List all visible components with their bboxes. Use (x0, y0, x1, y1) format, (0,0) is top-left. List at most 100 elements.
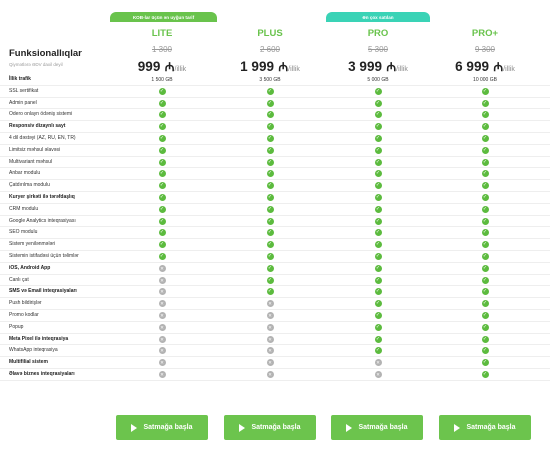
feature-cell: ✓ (433, 334, 537, 345)
feature-row: Responsiv dizaynlı sayt ✓ ✓ ✓ ✓ (0, 121, 550, 133)
price-value: 1 999 (240, 59, 274, 74)
feature-cell: ✕ (110, 357, 214, 368)
check-circle-icon: ✓ (158, 111, 166, 119)
check-circle-icon: ✓ (266, 170, 274, 178)
feature-value: 10 000 GB (473, 76, 497, 83)
feature-cell: ✓ (218, 121, 322, 132)
cross-circle-icon: ✕ (266, 300, 274, 308)
check-circle-icon: ✓ (481, 370, 489, 378)
cross-circle-icon: ✕ (266, 347, 274, 355)
feature-label: Kuryer şirkəti ilə tərəfdaşlıq (9, 193, 75, 200)
check-circle-icon: ✓ (481, 311, 489, 319)
feature-cell: ✕ (218, 310, 322, 321)
feature-cell: ✓ (326, 192, 430, 203)
feature-cell: ✓ (326, 251, 430, 262)
check-circle-icon: ✓ (374, 182, 382, 190)
feature-cell: ✓ (110, 133, 214, 144)
check-circle-icon: ✓ (158, 229, 166, 237)
check-circle-icon: ✓ (266, 205, 274, 213)
start-selling-button-plus[interactable]: Satmağa başla (224, 415, 316, 440)
check-circle-icon: ✓ (481, 205, 489, 213)
feature-cell: ✓ (326, 168, 430, 179)
play-icon (454, 423, 461, 432)
feature-cell: ✓ (326, 263, 430, 274)
feature-label: WhatsApp inteqrasiya (9, 347, 58, 354)
check-circle-icon: ✓ (158, 87, 166, 95)
cross-circle-icon: ✕ (266, 370, 274, 378)
feature-row: Sistemin istifadəsi üçün təlimlər ✓ ✓ ✓ ✓ (0, 251, 550, 263)
feature-label: Responsiv dizaynlı sayt (9, 123, 66, 130)
feature-cell: ✓ (326, 298, 430, 309)
feature-label: Əlavə biznes inteqrasiyaları (9, 370, 75, 377)
check-circle-icon: ✓ (374, 146, 382, 154)
check-circle-icon: ✓ (158, 217, 166, 225)
check-circle-icon: ✓ (266, 264, 274, 272)
feature-cell: ✓ (110, 98, 214, 109)
plan-name: PRO (367, 28, 389, 39)
feature-row: Popup ✕ ✕ ✓ ✓ (0, 322, 550, 334)
feature-cell: ✓ (326, 310, 430, 321)
check-circle-icon: ✓ (374, 87, 382, 95)
feature-cell: ✓ (218, 216, 322, 227)
old-price: 2 600 (259, 45, 281, 54)
feature-row: Meta Pixel ilə inteqrasiya ✕ ✕ ✓ ✓ (0, 334, 550, 346)
feature-cell: ✓ (218, 98, 322, 109)
feature-row: Odero onlayn ödəniş sistemi ✓ ✓ ✓ ✓ (0, 109, 550, 122)
feature-cell: ✓ (433, 298, 537, 309)
cross-circle-icon: ✕ (158, 323, 166, 331)
check-circle-icon: ✓ (374, 288, 382, 296)
feature-row: Push bildirişlər ✕ ✕ ✓ ✓ (0, 298, 550, 310)
feature-cell: ✓ (433, 180, 537, 191)
feature-cell: ✓ (433, 121, 537, 132)
check-circle-icon: ✓ (158, 158, 166, 166)
feature-cell: ✓ (433, 192, 537, 203)
feature-cell: ✓ (326, 216, 430, 227)
old-price: 1 300 (151, 45, 173, 54)
start-selling-button-lite[interactable]: Satmağa başla (116, 415, 208, 440)
feature-row: CRM modulu ✓ ✓ ✓ ✓ (0, 204, 550, 216)
feature-cell: ✕ (110, 310, 214, 321)
check-circle-icon: ✓ (481, 323, 489, 331)
check-circle-icon: ✓ (374, 241, 382, 249)
check-circle-icon: ✓ (374, 123, 382, 131)
feature-cell: ✓ (433, 109, 537, 120)
check-circle-icon: ✓ (481, 229, 489, 237)
price: 999 ₼/illik (110, 58, 214, 75)
feature-value: 1 500 GB (151, 76, 173, 83)
feature-label: Popup (9, 323, 24, 330)
check-circle-icon: ✓ (158, 146, 166, 154)
currency-symbol: ₼ (278, 60, 289, 74)
check-circle-icon: ✓ (374, 311, 382, 319)
check-circle-icon: ✓ (374, 300, 382, 308)
feature-cell: ✓ (326, 334, 430, 345)
check-circle-icon: ✓ (266, 99, 274, 107)
feature-cell: ✕ (326, 357, 430, 368)
start-selling-button-pro-plus[interactable]: Satmağa başla (439, 415, 531, 440)
check-circle-icon: ✓ (266, 111, 274, 119)
check-circle-icon: ✓ (266, 123, 274, 131)
check-circle-icon: ✓ (266, 276, 274, 284)
feature-label: Admin panel (9, 99, 37, 106)
feature-cell: ✓ (433, 322, 537, 333)
check-circle-icon: ✓ (158, 99, 166, 107)
feature-cell: ✕ (110, 345, 214, 356)
currency-symbol: ₼ (386, 60, 397, 74)
feature-label: Promo kodlar (9, 311, 39, 318)
cross-circle-icon: ✕ (158, 311, 166, 319)
feature-cell: ✓ (110, 227, 214, 238)
feature-cell: ✕ (218, 369, 322, 380)
feature-cell: ✓ (218, 263, 322, 274)
feature-cell: ✓ (326, 345, 430, 356)
feature-label: SMS və Email inteqrasiyaları (9, 288, 77, 295)
feature-cell: ✕ (110, 286, 214, 297)
button-label: Satmağa başla (466, 424, 516, 431)
feature-cell: ✓ (326, 145, 430, 156)
feature-label: Canlı çat (9, 276, 29, 283)
check-circle-icon: ✓ (266, 252, 274, 260)
feature-cell: ✓ (326, 121, 430, 132)
start-selling-button-pro[interactable]: Satmağa başla (331, 415, 423, 440)
feature-value: 3 500 GB (259, 76, 281, 83)
cross-circle-icon: ✕ (158, 264, 166, 272)
feature-cell: ✕ (110, 334, 214, 345)
